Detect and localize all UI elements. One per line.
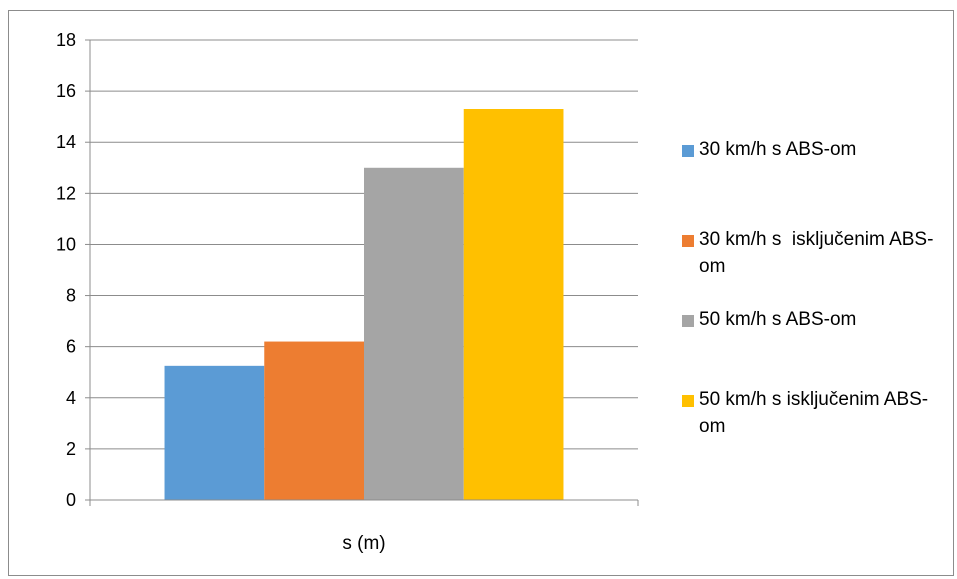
x-category-label: s (m) (342, 533, 385, 554)
y-tick-label: 16 (56, 81, 76, 101)
y-tick-label: 0 (66, 490, 76, 510)
legend-label: 50 km/h s isključenim ABS-om (699, 389, 929, 437)
bars (164, 109, 564, 500)
legend-swatch (682, 145, 694, 157)
y-tick-label: 6 (66, 337, 76, 357)
bar-1 (164, 365, 265, 500)
legend-label: 30 km/h s ABS-om (699, 139, 857, 160)
y-tick-label: 12 (56, 183, 76, 203)
y-tick-label: 8 (66, 286, 76, 306)
legend-swatch (682, 235, 694, 247)
legend-swatch (682, 315, 694, 327)
legend-item: 50 km/h s isključenim ABS-om (682, 389, 949, 440)
bar-4 (463, 109, 564, 500)
y-tick-label: 2 (66, 439, 76, 459)
legend-item: 30 km/h s isključenim ABS-om (682, 229, 949, 280)
y-tick-label: 14 (56, 132, 76, 152)
bar-3 (364, 167, 464, 500)
y-tick-label: 10 (56, 234, 76, 254)
legend-swatch (682, 395, 694, 407)
y-tick-label: 18 (56, 30, 76, 50)
y-tick-label: 4 (66, 388, 76, 408)
y-tick-labels: 0 2 4 6 8 10 12 14 16 18 (56, 30, 76, 510)
axes (85, 39, 639, 506)
legend-item: 30 km/h s ABS-om (682, 139, 949, 163)
legend-label: 50 km/h s ABS-om (699, 309, 857, 330)
bar-2 (264, 341, 364, 500)
legend-item: 50 km/h s ABS-om (682, 309, 949, 333)
legend-label: 30 km/h s isključenim ABS-om (699, 229, 934, 277)
